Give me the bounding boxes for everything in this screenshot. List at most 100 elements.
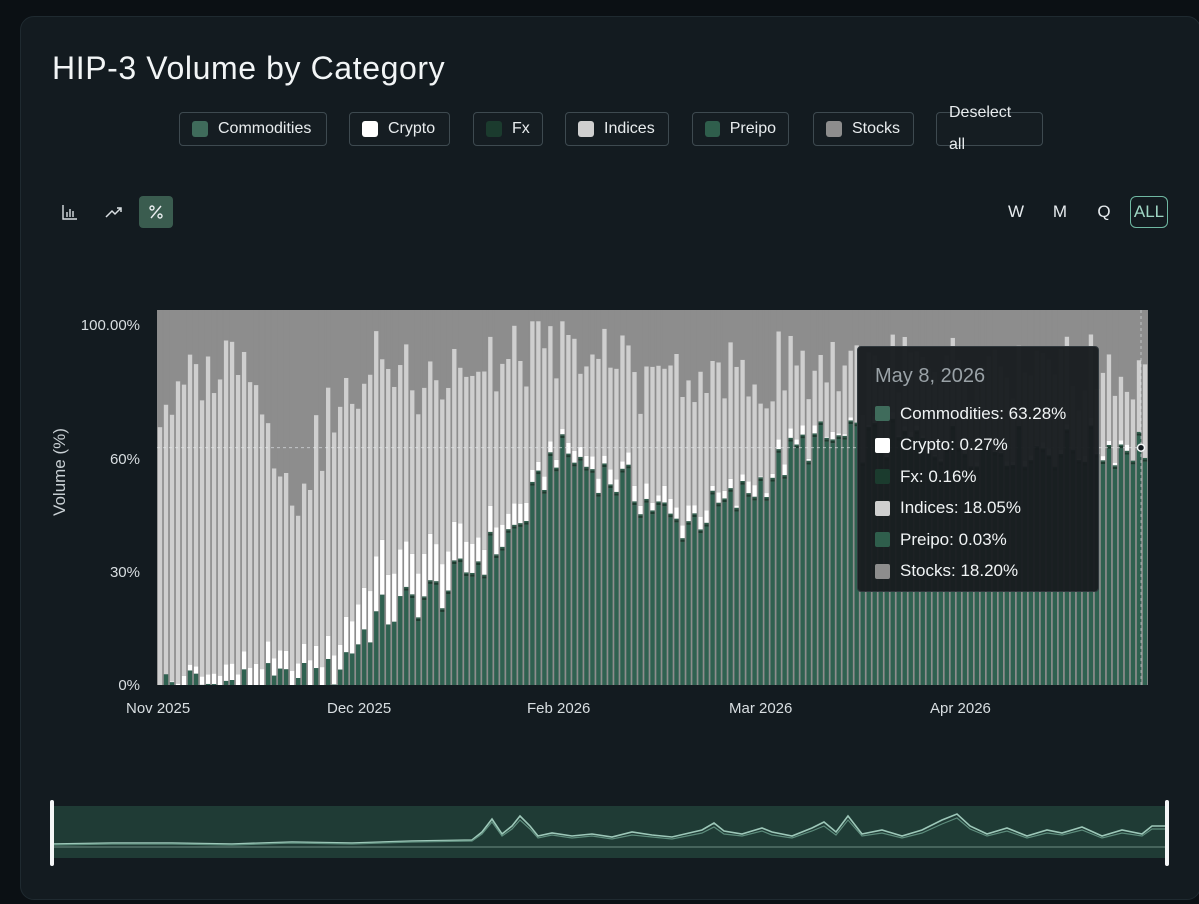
- bar-segment-indices: [734, 366, 739, 506]
- brush-left-handle[interactable]: [50, 800, 54, 866]
- bar-segment-fx: [596, 494, 601, 497]
- bar-segment-crypto: [410, 553, 415, 595]
- bar-segment-crypto: [530, 469, 535, 482]
- bar-segment-crypto: [434, 544, 439, 582]
- bar-segment-indices: [830, 341, 835, 432]
- bar-segment-preipo: [614, 491, 619, 494]
- bar-segment-crypto: [416, 573, 421, 618]
- bar-segment-fx: [818, 422, 823, 426]
- percent-icon[interactable]: [139, 196, 173, 228]
- bar-segment-stocks: [764, 310, 769, 409]
- bar-segment-indices: [1136, 360, 1142, 432]
- bar-segment-crypto: [476, 537, 481, 562]
- period-all-button[interactable]: ALL: [1130, 196, 1168, 228]
- legend-toggle-fx[interactable]: Fx: [473, 112, 543, 146]
- bar-segment-crypto: [362, 587, 367, 630]
- bar-segment-crypto: [512, 503, 517, 525]
- bar-segment-crypto: [782, 464, 787, 476]
- legend-toggle-commodities[interactable]: Commodities: [179, 112, 327, 146]
- bar-segment-fx: [656, 502, 661, 506]
- bar-segment-commodities: [554, 471, 559, 685]
- bar-segment-preipo: [1100, 460, 1106, 462]
- y-tick-label: 30%: [109, 564, 140, 581]
- bar-segment-indices: [644, 366, 649, 484]
- bar-segment-preipo: [848, 420, 853, 422]
- bar-segment-stocks: [452, 310, 457, 349]
- bar-segment-crypto: [704, 510, 709, 523]
- bar-segment-stocks: [1016, 310, 1022, 346]
- bar-segment-fx: [650, 511, 655, 515]
- bar-segment-stocks: [488, 310, 493, 337]
- bar-segment-indices: [656, 365, 661, 496]
- period-m-button[interactable]: M: [1052, 202, 1068, 221]
- period-q-button[interactable]: Q: [1097, 202, 1111, 221]
- bar-segment-commodities: [470, 576, 475, 685]
- bar-segment-indices: [241, 351, 247, 652]
- bar-segment-commodities: [668, 517, 673, 685]
- bar-segment-preipo: [764, 497, 769, 499]
- bar-segment-indices: [368, 374, 373, 592]
- bar-segment-stocks: [494, 310, 499, 392]
- bar-segment-preipo: [836, 435, 841, 437]
- bar-segment-commodities: [1124, 454, 1130, 685]
- bar-segment-stocks: [211, 310, 217, 394]
- bar-segment-indices: [776, 331, 781, 440]
- bar-segment-crypto: [289, 670, 295, 685]
- bar-segment-crypto: [452, 521, 457, 561]
- bar-segment-crypto: [1100, 456, 1106, 461]
- bar-segment-stocks: [253, 310, 259, 386]
- period-w-button[interactable]: W: [1007, 202, 1025, 221]
- bar-segment-stocks: [175, 310, 181, 382]
- bar-segment-crypto: [187, 664, 193, 671]
- legend-toggle-crypto[interactable]: Crypto: [349, 112, 450, 146]
- trend-line-icon[interactable]: [97, 196, 131, 228]
- bar-segment-indices: [320, 470, 325, 668]
- bar-segment-crypto: [542, 476, 547, 490]
- bar-segment-stocks: [794, 310, 799, 366]
- bar-segment-stocks: [193, 310, 199, 365]
- bar-segment-indices: [1106, 354, 1112, 441]
- range-brush[interactable]: [52, 806, 1168, 858]
- bar-segment-crypto: [229, 663, 235, 680]
- brush-right-handle[interactable]: [1165, 800, 1169, 866]
- bar-segment-crypto: [812, 425, 817, 434]
- bar-segment-stocks: [440, 310, 445, 400]
- bar-segment-fx: [752, 498, 757, 501]
- bar-segment-preipo: [698, 529, 703, 531]
- bar-segment-stocks: [656, 310, 661, 366]
- bar-chart-icon[interactable]: [53, 196, 87, 228]
- bar-segment-commodities: [740, 484, 745, 685]
- bar-segment-stocks: [578, 310, 583, 374]
- bar-segment-preipo: [500, 546, 505, 549]
- bar-segment-indices: [518, 360, 523, 504]
- legend-toggle-indices[interactable]: Indices: [565, 112, 669, 146]
- legend-toggle-preipo[interactable]: Preipo: [692, 112, 789, 146]
- bar-segment-commodities: [458, 562, 463, 685]
- bar-segment-commodities: [1136, 435, 1142, 685]
- bar-segment-stocks: [560, 310, 565, 322]
- bar-segment-indices: [710, 360, 715, 486]
- bar-segment-stocks: [356, 310, 361, 409]
- bar-segment-commodities: [386, 624, 391, 685]
- bar-segment-commodities: [356, 644, 361, 685]
- bar-segment-commodities: [506, 532, 511, 685]
- bar-segment-preipo: [782, 475, 787, 477]
- bar-segment-preipo: [422, 596, 427, 598]
- bar-segment-stocks: [259, 310, 265, 415]
- bar-segment-commodities: [806, 464, 811, 685]
- bar-segment-preipo: [746, 493, 751, 495]
- bar-segment-stocks: [1088, 310, 1094, 335]
- bar-segment-preipo: [656, 501, 661, 503]
- bar-segment-preipo: [464, 572, 469, 574]
- bar-segment-preipo: [488, 531, 493, 534]
- bar-segment-crypto: [470, 543, 475, 573]
- bar-segment-indices: [169, 414, 175, 682]
- bar-segment-commodities: [452, 564, 457, 685]
- bar-segment-stocks: [374, 310, 379, 332]
- bar-segment-indices: [506, 358, 511, 514]
- bar-segment-fx: [428, 581, 433, 584]
- legend-toggle-stocks[interactable]: Stocks: [813, 112, 914, 146]
- bar-segment-commodities: [572, 466, 577, 685]
- bar-segment-preipo: [674, 518, 679, 521]
